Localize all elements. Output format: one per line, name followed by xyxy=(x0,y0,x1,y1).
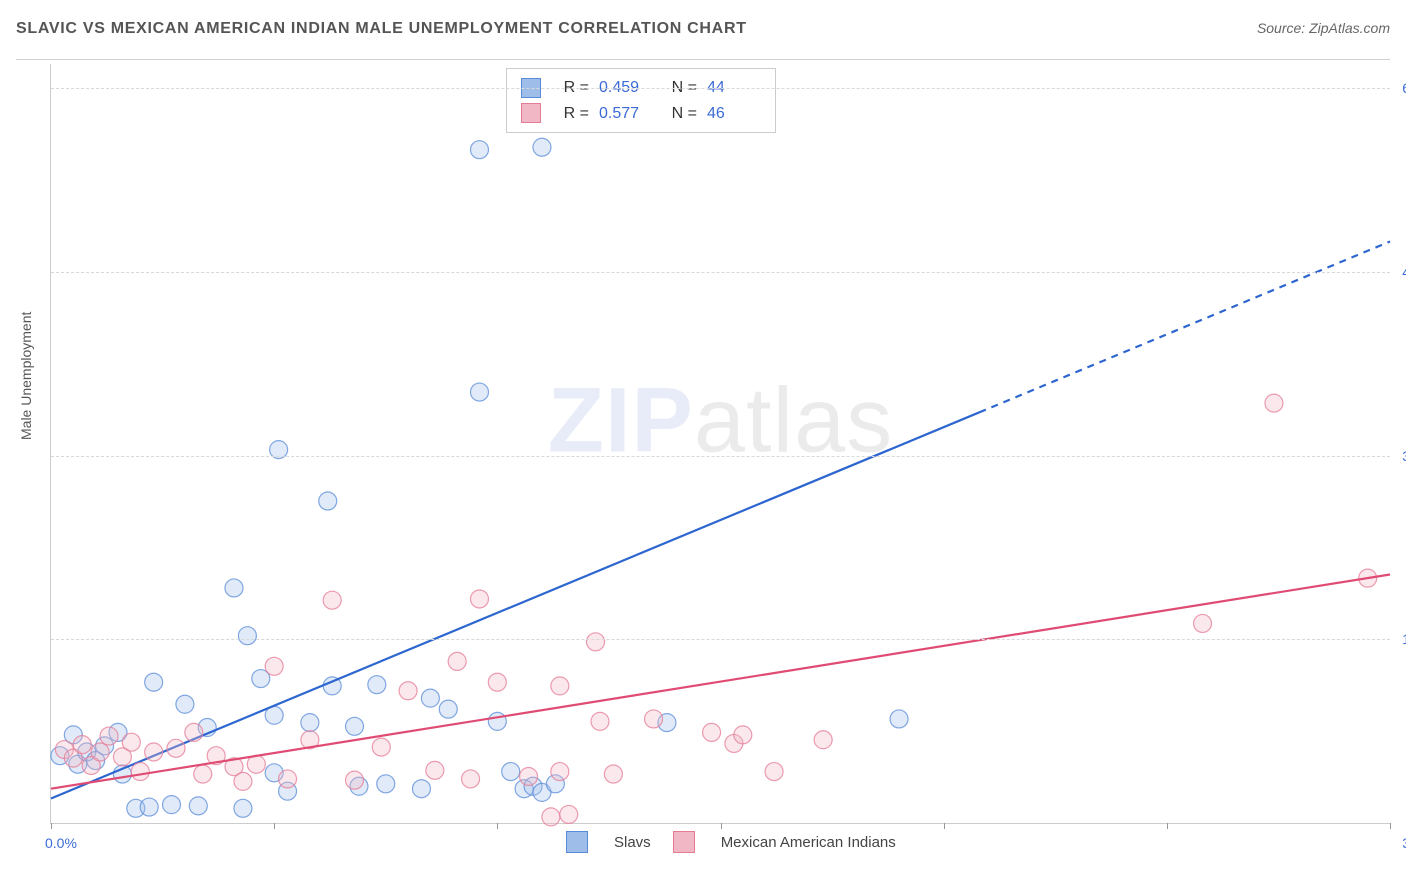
data-point xyxy=(234,799,252,817)
y-tick-label: 45.0% xyxy=(1394,264,1406,280)
data-point xyxy=(163,796,181,814)
y-tick-label: 30.0% xyxy=(1394,448,1406,464)
data-point xyxy=(604,765,622,783)
data-point xyxy=(551,763,569,781)
data-point xyxy=(73,736,91,754)
x-tick xyxy=(1167,823,1168,829)
legend-label-slavs: Slavs xyxy=(614,834,651,851)
data-point xyxy=(439,700,457,718)
y-axis-title: Male Unemployment xyxy=(18,312,34,440)
y-tick-label: 15.0% xyxy=(1394,631,1406,647)
data-point xyxy=(533,138,551,156)
scatter-plot: ZIPatlas R =0.459 N =44 R =0.577 N =46 0… xyxy=(50,64,1390,824)
gridline xyxy=(51,456,1390,457)
data-point xyxy=(189,797,207,815)
legend-swatch-slavs xyxy=(566,831,588,853)
data-point xyxy=(279,770,297,788)
data-point xyxy=(591,712,609,730)
data-point xyxy=(167,739,185,757)
data-point xyxy=(225,579,243,597)
data-point xyxy=(412,780,430,798)
series-legend: Slavs Mexican American Indians xyxy=(566,831,896,853)
data-point xyxy=(448,652,466,670)
data-point xyxy=(703,723,721,741)
x-tick xyxy=(721,823,722,829)
title-bar: SLAVIC VS MEXICAN AMERICAN INDIAN MALE U… xyxy=(16,20,1390,60)
data-point xyxy=(645,710,663,728)
data-point xyxy=(426,761,444,779)
data-point xyxy=(462,770,480,788)
data-point xyxy=(319,492,337,510)
data-point xyxy=(470,590,488,608)
data-point xyxy=(1194,614,1212,632)
source-label: Source: ZipAtlas.com xyxy=(1257,20,1390,36)
chart-svg xyxy=(51,64,1390,823)
data-point xyxy=(372,738,390,756)
data-point xyxy=(421,689,439,707)
n-value-mexican: 46 xyxy=(707,101,761,127)
data-point xyxy=(470,383,488,401)
data-point xyxy=(399,682,417,700)
r-value-mexican: 0.577 xyxy=(599,101,653,127)
data-point xyxy=(587,633,605,651)
x-tick xyxy=(944,823,945,829)
data-point xyxy=(502,763,520,781)
data-point xyxy=(520,767,538,785)
legend-swatch-mexican xyxy=(673,831,695,853)
data-point xyxy=(185,723,203,741)
data-point xyxy=(488,673,506,691)
data-point xyxy=(470,141,488,159)
x-tick xyxy=(51,823,52,829)
data-point xyxy=(238,627,256,645)
swatch-mexican xyxy=(521,103,541,123)
chart-title: SLAVIC VS MEXICAN AMERICAN INDIAN MALE U… xyxy=(16,20,747,38)
data-point xyxy=(122,733,140,751)
data-point xyxy=(346,717,364,735)
data-point xyxy=(145,673,163,691)
x-axis-max-label: 30.0% xyxy=(1402,835,1406,851)
data-point xyxy=(194,765,212,783)
data-point xyxy=(377,775,395,793)
data-point xyxy=(542,808,560,826)
data-point xyxy=(145,743,163,761)
x-tick xyxy=(497,823,498,829)
stats-row-mexican: R =0.577 N =46 xyxy=(521,101,761,127)
data-point xyxy=(176,695,194,713)
data-point xyxy=(91,743,109,761)
data-point xyxy=(488,712,506,730)
y-tick-label: 60.0% xyxy=(1394,80,1406,96)
data-point xyxy=(551,677,569,695)
data-point xyxy=(560,805,578,823)
data-point xyxy=(265,657,283,675)
data-point xyxy=(1265,394,1283,412)
gridline xyxy=(51,88,1390,89)
data-point xyxy=(814,731,832,749)
data-point xyxy=(765,763,783,781)
data-point xyxy=(100,727,118,745)
data-point xyxy=(234,772,252,790)
data-point xyxy=(301,714,319,732)
data-point xyxy=(140,798,158,816)
data-point xyxy=(368,676,386,694)
data-point xyxy=(323,591,341,609)
stats-legend: R =0.459 N =44 R =0.577 N =46 xyxy=(506,68,776,133)
data-point xyxy=(734,726,752,744)
gridline xyxy=(51,272,1390,273)
trend-line-extrapolated xyxy=(979,242,1390,413)
gridline xyxy=(51,639,1390,640)
x-tick xyxy=(274,823,275,829)
data-point xyxy=(890,710,908,728)
x-axis-min-label: 0.0% xyxy=(45,835,77,851)
data-point xyxy=(346,771,364,789)
x-tick xyxy=(1390,823,1391,829)
legend-label-mexican: Mexican American Indians xyxy=(721,834,896,851)
data-point xyxy=(131,763,149,781)
